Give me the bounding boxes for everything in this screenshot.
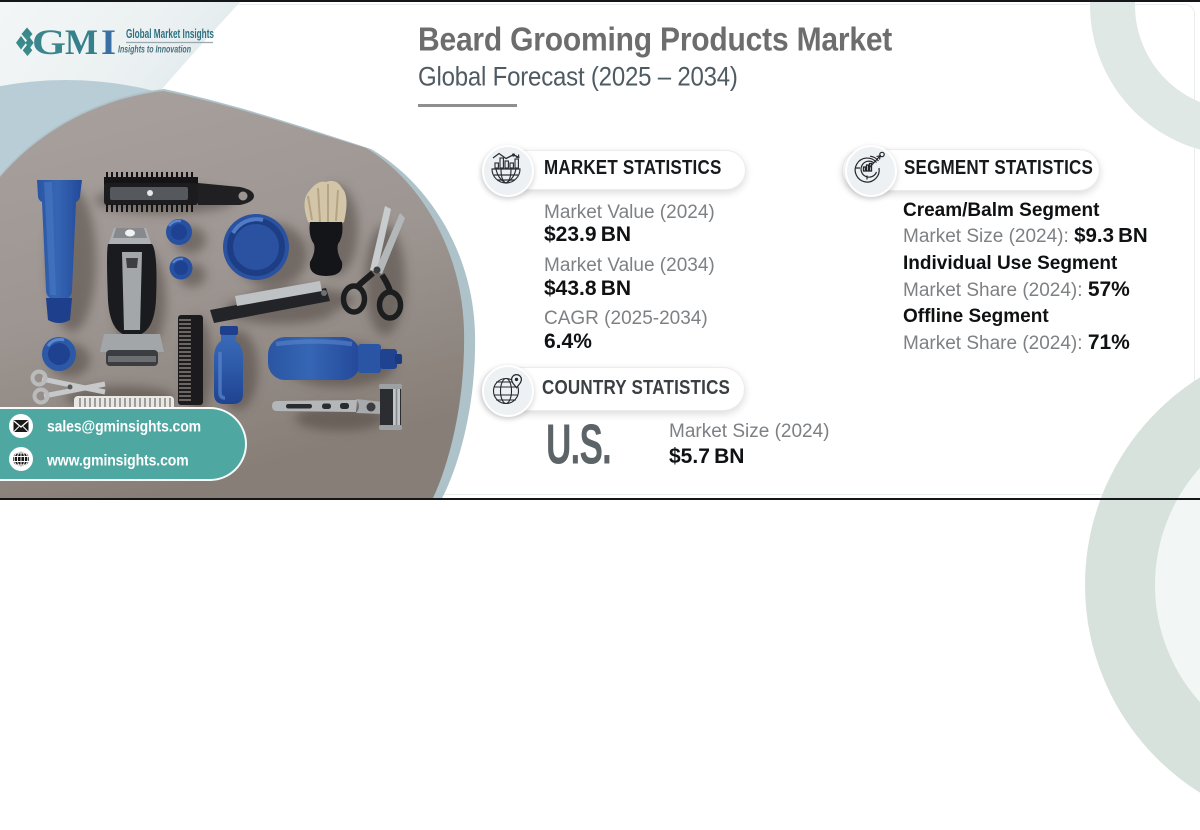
svg-text:Insights to Innovation: Insights to Innovation <box>118 45 191 56</box>
svg-text:Global Market Insights: Global Market Insights <box>126 26 214 41</box>
svg-text:I: I <box>101 22 116 62</box>
svg-text:G: G <box>32 22 66 62</box>
svg-text:M: M <box>65 22 98 62</box>
